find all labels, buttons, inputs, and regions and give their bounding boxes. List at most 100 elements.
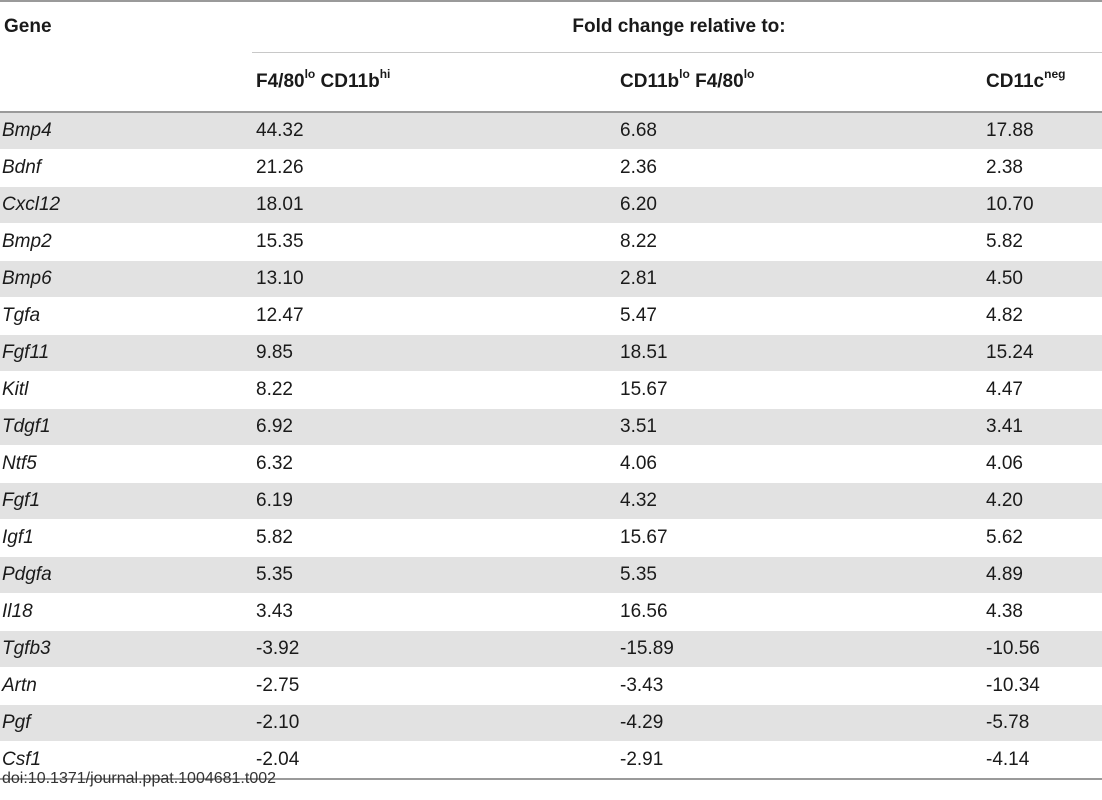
column-header-cd11cneg: CD11cneg — [982, 52, 1102, 113]
value-cell-cd11blo-f480lo: 18.51 — [616, 334, 982, 372]
value-cell-cd11blo-f480lo: 8.22 — [616, 223, 982, 261]
value-cell-cd11cneg: 2.38 — [982, 149, 1102, 187]
gene-cell: Bmp2 — [0, 223, 252, 261]
table-row: Fgf11 9.85 18.51 15.24 — [0, 334, 1102, 372]
value-cell-cd11cneg: 4.47 — [982, 371, 1102, 409]
value-cell-cd11blo-f480lo: 2.36 — [616, 149, 982, 187]
table-row: Il18 3.43 16.56 4.38 — [0, 593, 1102, 631]
value-cell-f480lo-cd11bhi: 8.22 — [252, 371, 616, 409]
value-cell-cd11cneg: 4.38 — [982, 593, 1102, 631]
column-header-superscript: lo — [743, 66, 755, 81]
column-header-text: F4/80 — [256, 71, 305, 92]
value-cell-cd11cneg: -10.56 — [982, 630, 1102, 668]
value-cell-cd11cneg: 3.41 — [982, 408, 1102, 446]
table-row: Ntf5 6.32 4.06 4.06 — [0, 445, 1102, 483]
fold-change-table: Gene Fold change relative to: F4/80lo CD… — [0, 0, 1102, 780]
gene-cell: Fgf11 — [0, 334, 252, 372]
value-cell-f480lo-cd11bhi: 9.85 — [252, 334, 616, 372]
table-row: Tdgf1 6.92 3.51 3.41 — [0, 408, 1102, 446]
value-cell-f480lo-cd11bhi: 6.19 — [252, 482, 616, 520]
gene-cell: Pdgfa — [0, 556, 252, 594]
table-body: Bmp4 44.32 6.68 17.88 Bdnf 21.26 2.36 2.38 Cxcl1… — [0, 112, 1102, 780]
value-cell-cd11cneg: 15.24 — [982, 334, 1102, 372]
table-row: Artn -2.75 -3.43 -10.34 — [0, 667, 1102, 705]
value-cell-cd11blo-f480lo: 6.68 — [616, 112, 982, 150]
value-cell-cd11blo-f480lo: -3.43 — [616, 667, 982, 705]
value-cell-cd11cneg: -10.34 — [982, 667, 1102, 705]
value-cell-f480lo-cd11bhi: 21.26 — [252, 149, 616, 187]
value-cell-f480lo-cd11bhi: -2.04 — [252, 741, 616, 780]
gene-cell: Csf1 — [0, 741, 252, 780]
gene-cell: Bmp6 — [0, 260, 252, 298]
table-row: Bmp6 13.10 2.81 4.50 — [0, 260, 1102, 298]
value-cell-cd11blo-f480lo: 5.35 — [616, 556, 982, 594]
value-cell-cd11blo-f480lo: 3.51 — [616, 408, 982, 446]
table-row: Tgfa 12.47 5.47 4.82 — [0, 297, 1102, 335]
fold-change-header: Fold change relative to: — [252, 0, 1102, 53]
value-cell-f480lo-cd11bhi: 6.32 — [252, 445, 616, 483]
value-cell-f480lo-cd11bhi: 44.32 — [252, 112, 616, 150]
value-cell-cd11cneg: 10.70 — [982, 186, 1102, 224]
column-header-text: CD11b — [620, 71, 680, 92]
value-cell-cd11blo-f480lo: -15.89 — [616, 630, 982, 668]
value-cell-cd11cneg: 4.89 — [982, 556, 1102, 594]
value-cell-cd11cneg: 4.82 — [982, 297, 1102, 335]
gene-column-header: Gene — [0, 0, 252, 53]
column-header-f480lo-cd11bhi: F4/80lo CD11bhi — [252, 52, 616, 113]
value-cell-cd11cneg: -5.78 — [982, 704, 1102, 742]
value-cell-cd11blo-f480lo: 2.81 — [616, 260, 982, 298]
column-header-superscript: hi — [379, 66, 391, 81]
value-cell-f480lo-cd11bhi: 5.82 — [252, 519, 616, 557]
gene-cell: Il18 — [0, 593, 252, 631]
value-cell-f480lo-cd11bhi: 6.92 — [252, 408, 616, 446]
table-row: Fgf1 6.19 4.32 4.20 — [0, 482, 1102, 520]
value-cell-cd11blo-f480lo: 16.56 — [616, 593, 982, 631]
value-cell-cd11cneg: 4.06 — [982, 445, 1102, 483]
value-cell-f480lo-cd11bhi: 5.35 — [252, 556, 616, 594]
table-row: Cxcl12 18.01 6.20 10.70 — [0, 186, 1102, 224]
value-cell-cd11blo-f480lo: 4.06 — [616, 445, 982, 483]
table-row: Igf1 5.82 15.67 5.62 — [0, 519, 1102, 557]
gene-cell: Bmp4 — [0, 112, 252, 150]
value-cell-f480lo-cd11bhi: 13.10 — [252, 260, 616, 298]
value-cell-cd11blo-f480lo: 15.67 — [616, 371, 982, 409]
value-cell-cd11blo-f480lo: 5.47 — [616, 297, 982, 335]
gene-cell: Kitl — [0, 371, 252, 409]
value-cell-cd11cneg: 17.88 — [982, 112, 1102, 150]
gene-cell: Fgf1 — [0, 482, 252, 520]
table-row: Bmp4 44.32 6.68 17.88 — [0, 112, 1102, 150]
data-table-container: Gene Fold change relative to: F4/80lo CD… — [0, 0, 1102, 780]
table-row: Bmp2 15.35 8.22 5.82 — [0, 223, 1102, 261]
table-row: Pgf -2.10 -4.29 -5.78 — [0, 704, 1102, 742]
gene-cell: Pgf — [0, 704, 252, 742]
column-header-superscript: lo — [304, 66, 316, 81]
column-header-text: CD11c — [986, 71, 1045, 92]
value-cell-cd11cneg: 4.50 — [982, 260, 1102, 298]
gene-column-header-spacer — [0, 52, 252, 113]
header-row-top: Gene Fold change relative to: — [0, 0, 1102, 53]
value-cell-cd11cneg: -4.14 — [982, 741, 1102, 780]
doi-caption: doi:10.1371/journal.ppat.1004681.t002 — [2, 770, 277, 787]
value-cell-cd11cneg: 4.20 — [982, 482, 1102, 520]
table-row: Pdgfa 5.35 5.35 4.89 — [0, 556, 1102, 594]
value-cell-cd11cneg: 5.82 — [982, 223, 1102, 261]
column-header-superscript: lo — [679, 66, 690, 81]
table-row: Csf1 -2.04 -2.91 -4.14 — [0, 741, 1102, 780]
value-cell-cd11blo-f480lo: 4.32 — [616, 482, 982, 520]
header-row-sub: F4/80lo CD11bhi CD11blo F4/80lo CD11cneg — [0, 52, 1102, 113]
value-cell-f480lo-cd11bhi: 18.01 — [252, 186, 616, 224]
table-row: Tgfb3 -3.92 -15.89 -10.56 — [0, 630, 1102, 668]
value-cell-cd11blo-f480lo: 6.20 — [616, 186, 982, 224]
gene-cell: Tdgf1 — [0, 408, 252, 446]
gene-cell: Tgfb3 — [0, 630, 252, 668]
gene-cell: Artn — [0, 667, 252, 705]
gene-cell: Cxcl12 — [0, 186, 252, 224]
column-header-cd11blo-f480lo: CD11blo F4/80lo — [616, 52, 982, 113]
table-row: Bdnf 21.26 2.36 2.38 — [0, 149, 1102, 187]
value-cell-cd11blo-f480lo: 15.67 — [616, 519, 982, 557]
gene-cell: Igf1 — [0, 519, 252, 557]
column-header-text: CD11b — [315, 71, 380, 92]
gene-cell: Tgfa — [0, 297, 252, 335]
value-cell-cd11cneg: 5.62 — [982, 519, 1102, 557]
value-cell-f480lo-cd11bhi: 15.35 — [252, 223, 616, 261]
